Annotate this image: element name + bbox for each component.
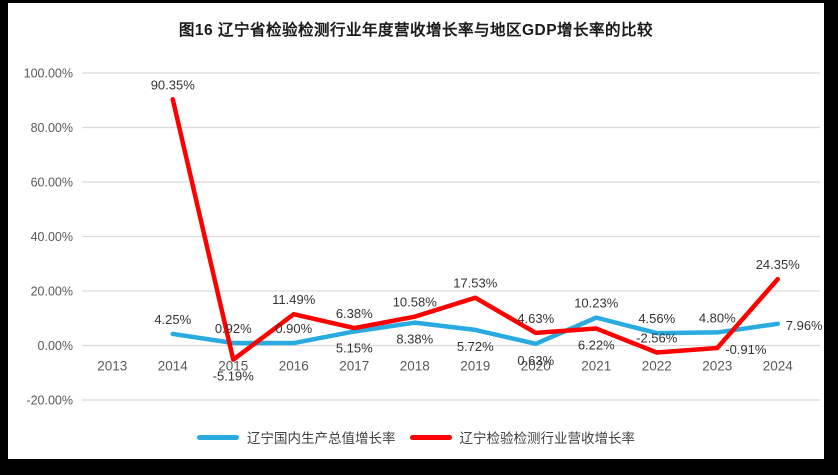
y-axis-tick-label: 100.00% [24, 67, 73, 81]
data-label: 4.25% [154, 312, 191, 327]
legend-swatch-industry-line [409, 434, 452, 440]
chart-panel: 图16 辽宁省检验检测行业年度营收增长率与地区GDP增长率的比较 100.00%… [8, 3, 824, 459]
x-axis-category-label: 2018 [400, 359, 430, 374]
data-label: 17.53% [453, 276, 498, 291]
series-line-1 [170, 97, 780, 362]
legend-label-industry: 辽宁检验检测行业营收增长率 [459, 431, 636, 446]
chart-title: 图16 辽宁省检验检测行业年度营收增长率与地区GDP增长率的比较 [178, 22, 654, 39]
legend-label-gdp: 辽宁国内生产总值增长率 [247, 431, 396, 446]
data-label: 0.92% [215, 321, 252, 336]
data-label: 24.35% [756, 257, 801, 272]
y-axis-tick-label: 0.00% [38, 339, 73, 353]
data-label: 90.35% [151, 77, 196, 92]
y-axis-tick-label: 60.00% [31, 176, 73, 190]
x-axis-category-label: 2016 [279, 359, 309, 374]
data-label: 6.38% [336, 306, 373, 321]
data-label: -0.91% [725, 342, 767, 357]
data-label: 8.38% [396, 332, 433, 347]
x-axis-category-label: 2015 [218, 359, 248, 374]
chart-legend: 辽宁国内生产总值增长率 辽宁检验检测行业营收增长率 [8, 427, 824, 447]
chart-canvas: 100.00% 80.00% 60.00% 40.00% 20.00% 0.00% -20.… [24, 67, 823, 408]
y-axis-tick-label: 20.00% [31, 285, 73, 299]
data-label: 0.63% [517, 353, 554, 368]
data-label: 11.49% [272, 292, 316, 307]
x-axis-category-label: 2020 [521, 359, 551, 374]
x-axis-category-label: 2013 [97, 359, 127, 374]
x-axis-category-label: 2014 [158, 359, 189, 374]
data-label: 5.72% [457, 339, 494, 354]
x-axis-category-label: 2021 [581, 359, 611, 374]
data-label: -2.56% [636, 330, 678, 345]
data-label: 7.96% [786, 318, 823, 333]
x-axis-category-label: 2019 [460, 359, 490, 374]
data-label: 10.23% [574, 296, 619, 311]
y-axis-tick-label: 40.00% [31, 230, 73, 244]
legend-item-industry: 辽宁检验检测行业营收增长率 [409, 427, 636, 447]
data-label: 10.58% [393, 295, 438, 310]
legend-item-gdp: 辽宁国内生产总值增长率 [197, 427, 396, 447]
y-axis-tick-label: 80.00% [31, 121, 73, 135]
data-label: 5.15% [336, 340, 373, 355]
x-axis-category-label: 2022 [642, 359, 672, 374]
legend-swatch-gdp-line [197, 434, 239, 440]
series-line-0 [170, 315, 780, 347]
x-axis-category-label: 2024 [763, 359, 794, 374]
data-label: 4.63% [517, 311, 554, 326]
y-axis-tick-label: -20.00% [26, 394, 73, 408]
data-label: -5.19% [213, 369, 255, 384]
data-label: 0.90% [275, 321, 312, 336]
data-label: 6.22% [578, 338, 615, 353]
data-label: 4.56% [638, 311, 675, 326]
x-axis-category-label: 2017 [339, 359, 369, 374]
data-label: 4.80% [699, 310, 736, 325]
x-axis-category-label: 2023 [702, 359, 732, 374]
